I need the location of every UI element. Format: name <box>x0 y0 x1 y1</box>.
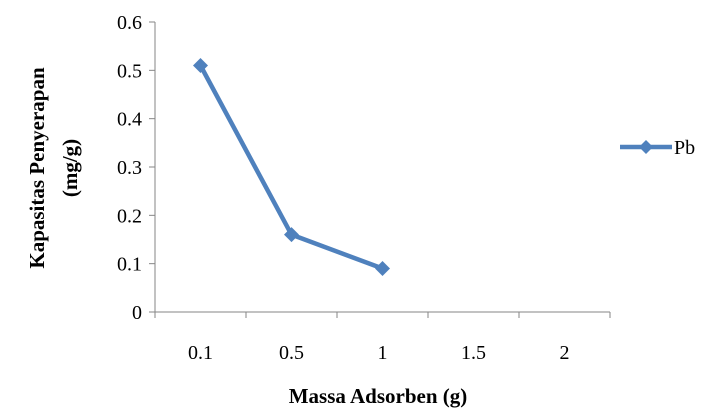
data-point-marker <box>375 261 390 276</box>
x-axis-ticks: 0.1 0.5 1 1.5 2 <box>154 312 611 364</box>
x-axis-title: Massa Adsorben (g) <box>289 384 468 408</box>
y-tick-label: 0.2 <box>117 205 142 227</box>
data-point-marker <box>193 58 208 73</box>
legend: Pb <box>620 137 695 159</box>
x-tick-label: 1.5 <box>461 342 486 364</box>
x-tick-label: 0.1 <box>188 342 213 364</box>
legend-label-pb: Pb <box>674 137 695 159</box>
y-tick-label: 0.3 <box>117 157 142 179</box>
y-tick-label: 0.1 <box>117 254 142 276</box>
y-axis-title-line-2: (mg/g) <box>58 139 82 197</box>
y-tick-label: 0 <box>132 302 142 324</box>
y-axis-title-line-1: Kapasitas Penyerapan <box>25 67 49 269</box>
x-tick-label: 1 <box>378 342 388 364</box>
series-layer <box>193 58 390 276</box>
x-tick-label: 0.5 <box>279 342 304 364</box>
x-tick-label: 2 <box>560 342 570 364</box>
y-tick-label: 0.6 <box>117 12 142 34</box>
legend-marker-pb <box>639 140 653 154</box>
y-axis-ticks: 0 0.1 0.2 0.3 0.4 0.5 0.6 <box>117 12 155 324</box>
y-tick-label: 0.4 <box>117 109 142 131</box>
y-tick-label: 0.5 <box>117 60 142 82</box>
data-point-marker <box>284 227 299 243</box>
